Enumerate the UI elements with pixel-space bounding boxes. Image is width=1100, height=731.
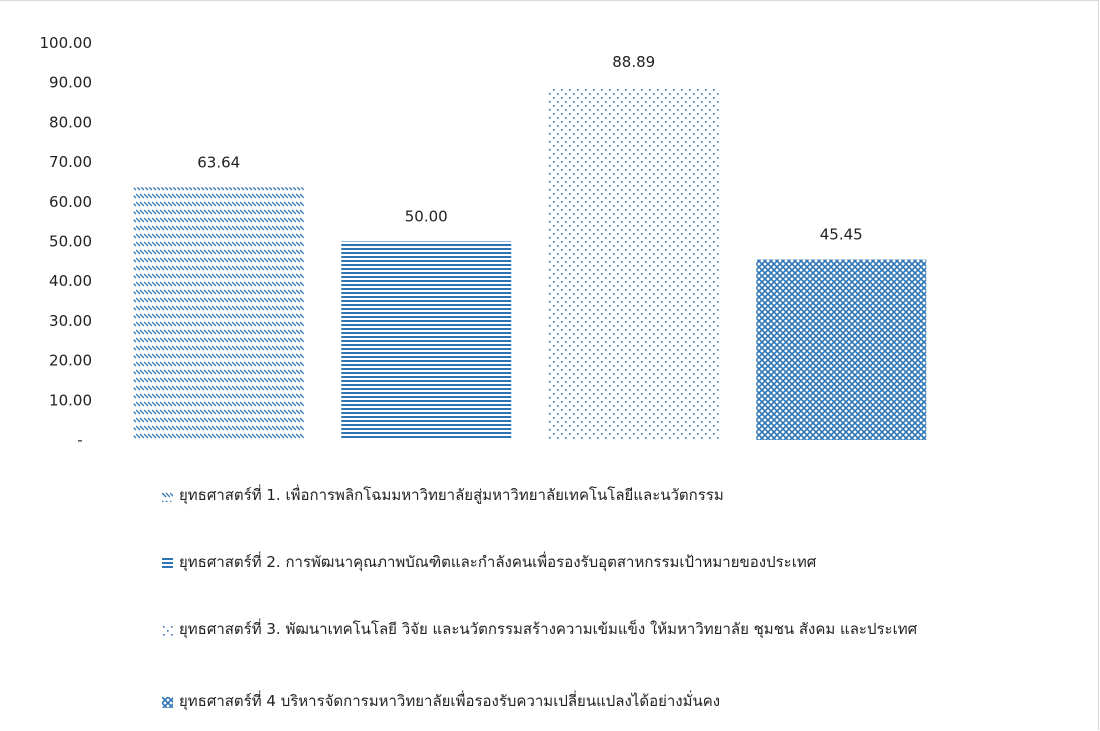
y-tick-label: 60.00 — [49, 193, 92, 211]
y-tick-label: 80.00 — [49, 113, 92, 131]
legend-label-1: ยุทธศาสตร์ที่ 1. เพื่อการพลิกโฉมมหาวิทยา… — [179, 486, 724, 504]
y-tick-label: - — [77, 431, 82, 449]
data-label-4: 45.45 — [820, 226, 863, 244]
y-tick-label: 50.00 — [49, 233, 92, 251]
bar-chart: - 10.00 20.00 30.00 40.00 50.00 60.00 70.00 80.0… — [40, 34, 927, 449]
legend-item-2: ยุทธศาสตร์ที่ 2. การพัฒนาคุณภาพบัณฑิตและ… — [162, 551, 999, 573]
legend-label-3: ยุทธศาสตร์ที่ 3. พัฒนาเทคโนโลยี วิจัย แล… — [179, 620, 918, 638]
y-tick-label: 90.00 — [49, 74, 92, 92]
legend-label-2: ยุทธศาสตร์ที่ 2. การพัฒนาคุณภาพบัณฑิตและ… — [179, 553, 817, 571]
y-tick-label: 20.00 — [49, 352, 92, 370]
bar-2 — [341, 241, 512, 440]
bar-1 — [133, 187, 304, 440]
y-tick-label: 70.00 — [49, 153, 92, 171]
y-axis: - 10.00 20.00 30.00 40.00 50.00 60.00 70.00 80.0… — [40, 34, 93, 449]
bars — [133, 87, 927, 441]
bar-4 — [756, 259, 927, 440]
y-tick-label: 40.00 — [49, 272, 92, 290]
legend-label-4: ยุทธศาสตร์ที่ 4 บริหารจัดการมหาวิทยาลัยเ… — [179, 692, 721, 710]
legend-swatch-1 — [162, 488, 173, 502]
y-tick-label: 30.00 — [49, 312, 92, 330]
y-tick-label: 100.00 — [40, 34, 93, 52]
data-label-1: 63.64 — [197, 153, 240, 171]
y-tick-label: 10.00 — [49, 391, 92, 409]
data-label-2: 50.00 — [405, 208, 448, 226]
legend-swatch-2 — [162, 555, 173, 569]
legend-swatch-3 — [162, 622, 173, 636]
bar-3 — [548, 87, 719, 441]
data-labels: 63.64 50.00 88.89 45.45 — [197, 53, 862, 243]
data-label-3: 88.89 — [612, 53, 655, 71]
legend-item-4: ยุทธศาสตร์ที่ 4 บริหารจัดการมหาวิทยาลัยเ… — [162, 690, 999, 712]
legend-item-1: ยุทธศาสตร์ที่ 1. เพื่อการพลิกโฉมมหาวิทยา… — [162, 484, 999, 506]
legend-swatch-4 — [162, 694, 173, 708]
legend-item-3: ยุทธศาสตร์ที่ 3. พัฒนาเทคโนโลยี วิจัย แล… — [162, 618, 959, 640]
